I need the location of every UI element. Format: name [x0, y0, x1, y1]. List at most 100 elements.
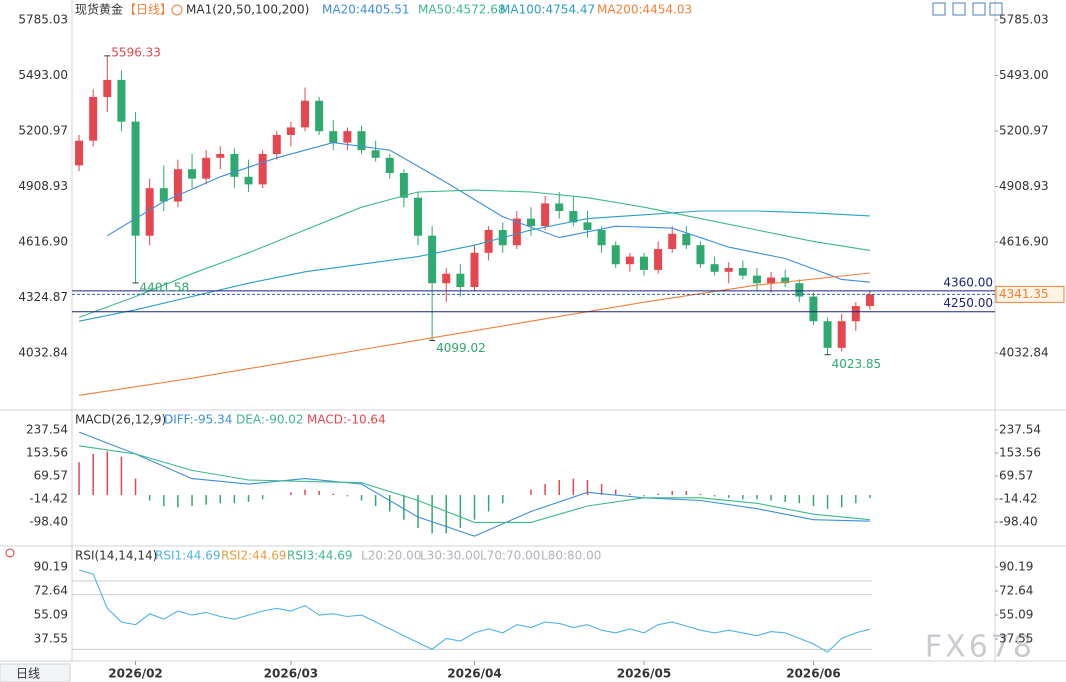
current-price-label: 4341.35	[999, 287, 1049, 301]
y-tick-label: 5785.03	[999, 13, 1049, 27]
y-tick-label: 37.55	[34, 632, 68, 646]
icon[interactable]	[932, 2, 946, 16]
button-label[interactable]: 日线	[16, 667, 40, 681]
candle-body	[216, 153, 225, 158]
candle-body	[103, 79, 112, 97]
price-line-label: 4250.00	[943, 296, 993, 310]
candle-body	[512, 218, 521, 246]
x-tick-label: 2026/06	[786, 667, 840, 681]
macd-title: MACD(26,12,9)	[75, 413, 166, 427]
candle-body	[329, 131, 338, 143]
candle-body	[159, 188, 168, 202]
candle-body	[555, 203, 564, 212]
y-tick-label: 5200.97	[18, 124, 68, 138]
candle-body	[89, 96, 98, 141]
candle-body	[781, 277, 790, 284]
y-tick-label: 37.55	[999, 632, 1033, 646]
level-label: L20:20.00	[361, 549, 421, 563]
candle-body	[682, 233, 691, 246]
level-label: L70:70.00	[480, 549, 540, 563]
legend-entry: DEA:-90.02	[236, 413, 304, 427]
legend-entry: MA50:4572.68	[418, 3, 506, 17]
candle-body	[541, 203, 550, 227]
y-tick-label: 4032.84	[18, 345, 68, 359]
series-line	[107, 142, 870, 283]
series-line	[78, 189, 870, 318]
x-tick-label: 2026/02	[108, 667, 162, 681]
period[interactable]: 【日线】	[124, 3, 172, 17]
period-button[interactable]	[0, 663, 71, 682]
candle-body	[343, 131, 352, 143]
y-tick-label: 4908.93	[999, 179, 1049, 193]
settings-icon[interactable]	[5, 548, 15, 558]
extreme-label: 4401.58	[140, 280, 190, 294]
candle-body	[131, 121, 140, 236]
legend-entry: RSI2:44.69	[221, 549, 287, 563]
y-tick-label: 5785.03	[18, 13, 68, 27]
y-tick-label: 4616.90	[999, 235, 1049, 249]
candle-body	[414, 197, 423, 236]
candle-body	[301, 100, 310, 128]
toggle-icon[interactable]	[171, 4, 183, 16]
candle-body	[173, 169, 182, 202]
y-tick-label: 4324.87	[18, 290, 68, 304]
candle-body	[710, 264, 719, 272]
y-tick-label: 5493.00	[18, 68, 68, 82]
candle-body	[371, 150, 380, 158]
candle-body	[569, 211, 578, 223]
y-tick-label: 4908.93	[18, 179, 68, 193]
candle-body	[428, 235, 437, 284]
candle-body	[625, 256, 634, 265]
y-tick-label: 4032.84	[999, 345, 1049, 359]
x-tick-label: 2026/03	[264, 667, 318, 681]
y-tick-label: 5200.97	[999, 124, 1049, 138]
candle-body	[752, 275, 761, 284]
y-tick-label: -14.42	[29, 491, 68, 505]
candle-body	[188, 169, 197, 179]
icon[interactable]	[952, 2, 966, 16]
current-price-box	[995, 285, 1065, 303]
y-tick-label: -98.40	[29, 514, 68, 528]
extreme-label: 5596.33	[111, 45, 161, 59]
series-line	[79, 445, 870, 523]
candle-body	[597, 230, 606, 246]
candle-body	[244, 176, 253, 185]
candle-body	[399, 172, 408, 198]
candle-body	[668, 233, 677, 250]
icon[interactable]	[989, 2, 1003, 16]
y-tick-label: 69.57	[34, 468, 68, 482]
extreme-label: 4023.85	[832, 357, 882, 371]
indicator: MA1(20,50,100,200)	[186, 3, 309, 17]
candle-body	[272, 134, 281, 154]
y-tick-label: 4616.90	[18, 235, 68, 249]
level-label: L80:80.00	[541, 549, 601, 563]
watermark: FX678	[925, 630, 1035, 665]
y-tick-label: 5493.00	[999, 68, 1049, 82]
legend-entry: MA20:4405.51	[322, 3, 410, 17]
y-tick-label: 237.54	[999, 422, 1041, 436]
candle-body	[823, 321, 832, 348]
candle-body	[809, 296, 818, 322]
toolbar-icons	[932, 2, 1003, 16]
candle-body	[442, 273, 451, 284]
series-line	[78, 210, 870, 322]
legend-entry: DIFF:-95.34	[164, 413, 232, 427]
y-tick-label: 69.57	[999, 468, 1033, 482]
candle-body	[117, 79, 126, 122]
candle-body	[639, 256, 648, 270]
y-tick-label: 90.19	[34, 560, 68, 574]
legend-entry: MA100:4754.47	[500, 3, 595, 17]
series-line	[79, 272, 870, 396]
candle-body	[526, 218, 535, 227]
candle-body	[202, 157, 211, 179]
extreme-label: 4099.02	[436, 341, 486, 355]
price-line-label: 4360.00	[943, 275, 993, 289]
level-label: L30:30.00	[420, 549, 480, 563]
candle-body	[611, 245, 620, 265]
candle-body	[470, 252, 479, 288]
y-tick-label: 55.09	[34, 608, 68, 622]
y-tick-label: 55.09	[999, 608, 1033, 622]
y-tick-label: 72.64	[999, 584, 1033, 598]
icon[interactable]	[972, 2, 986, 16]
